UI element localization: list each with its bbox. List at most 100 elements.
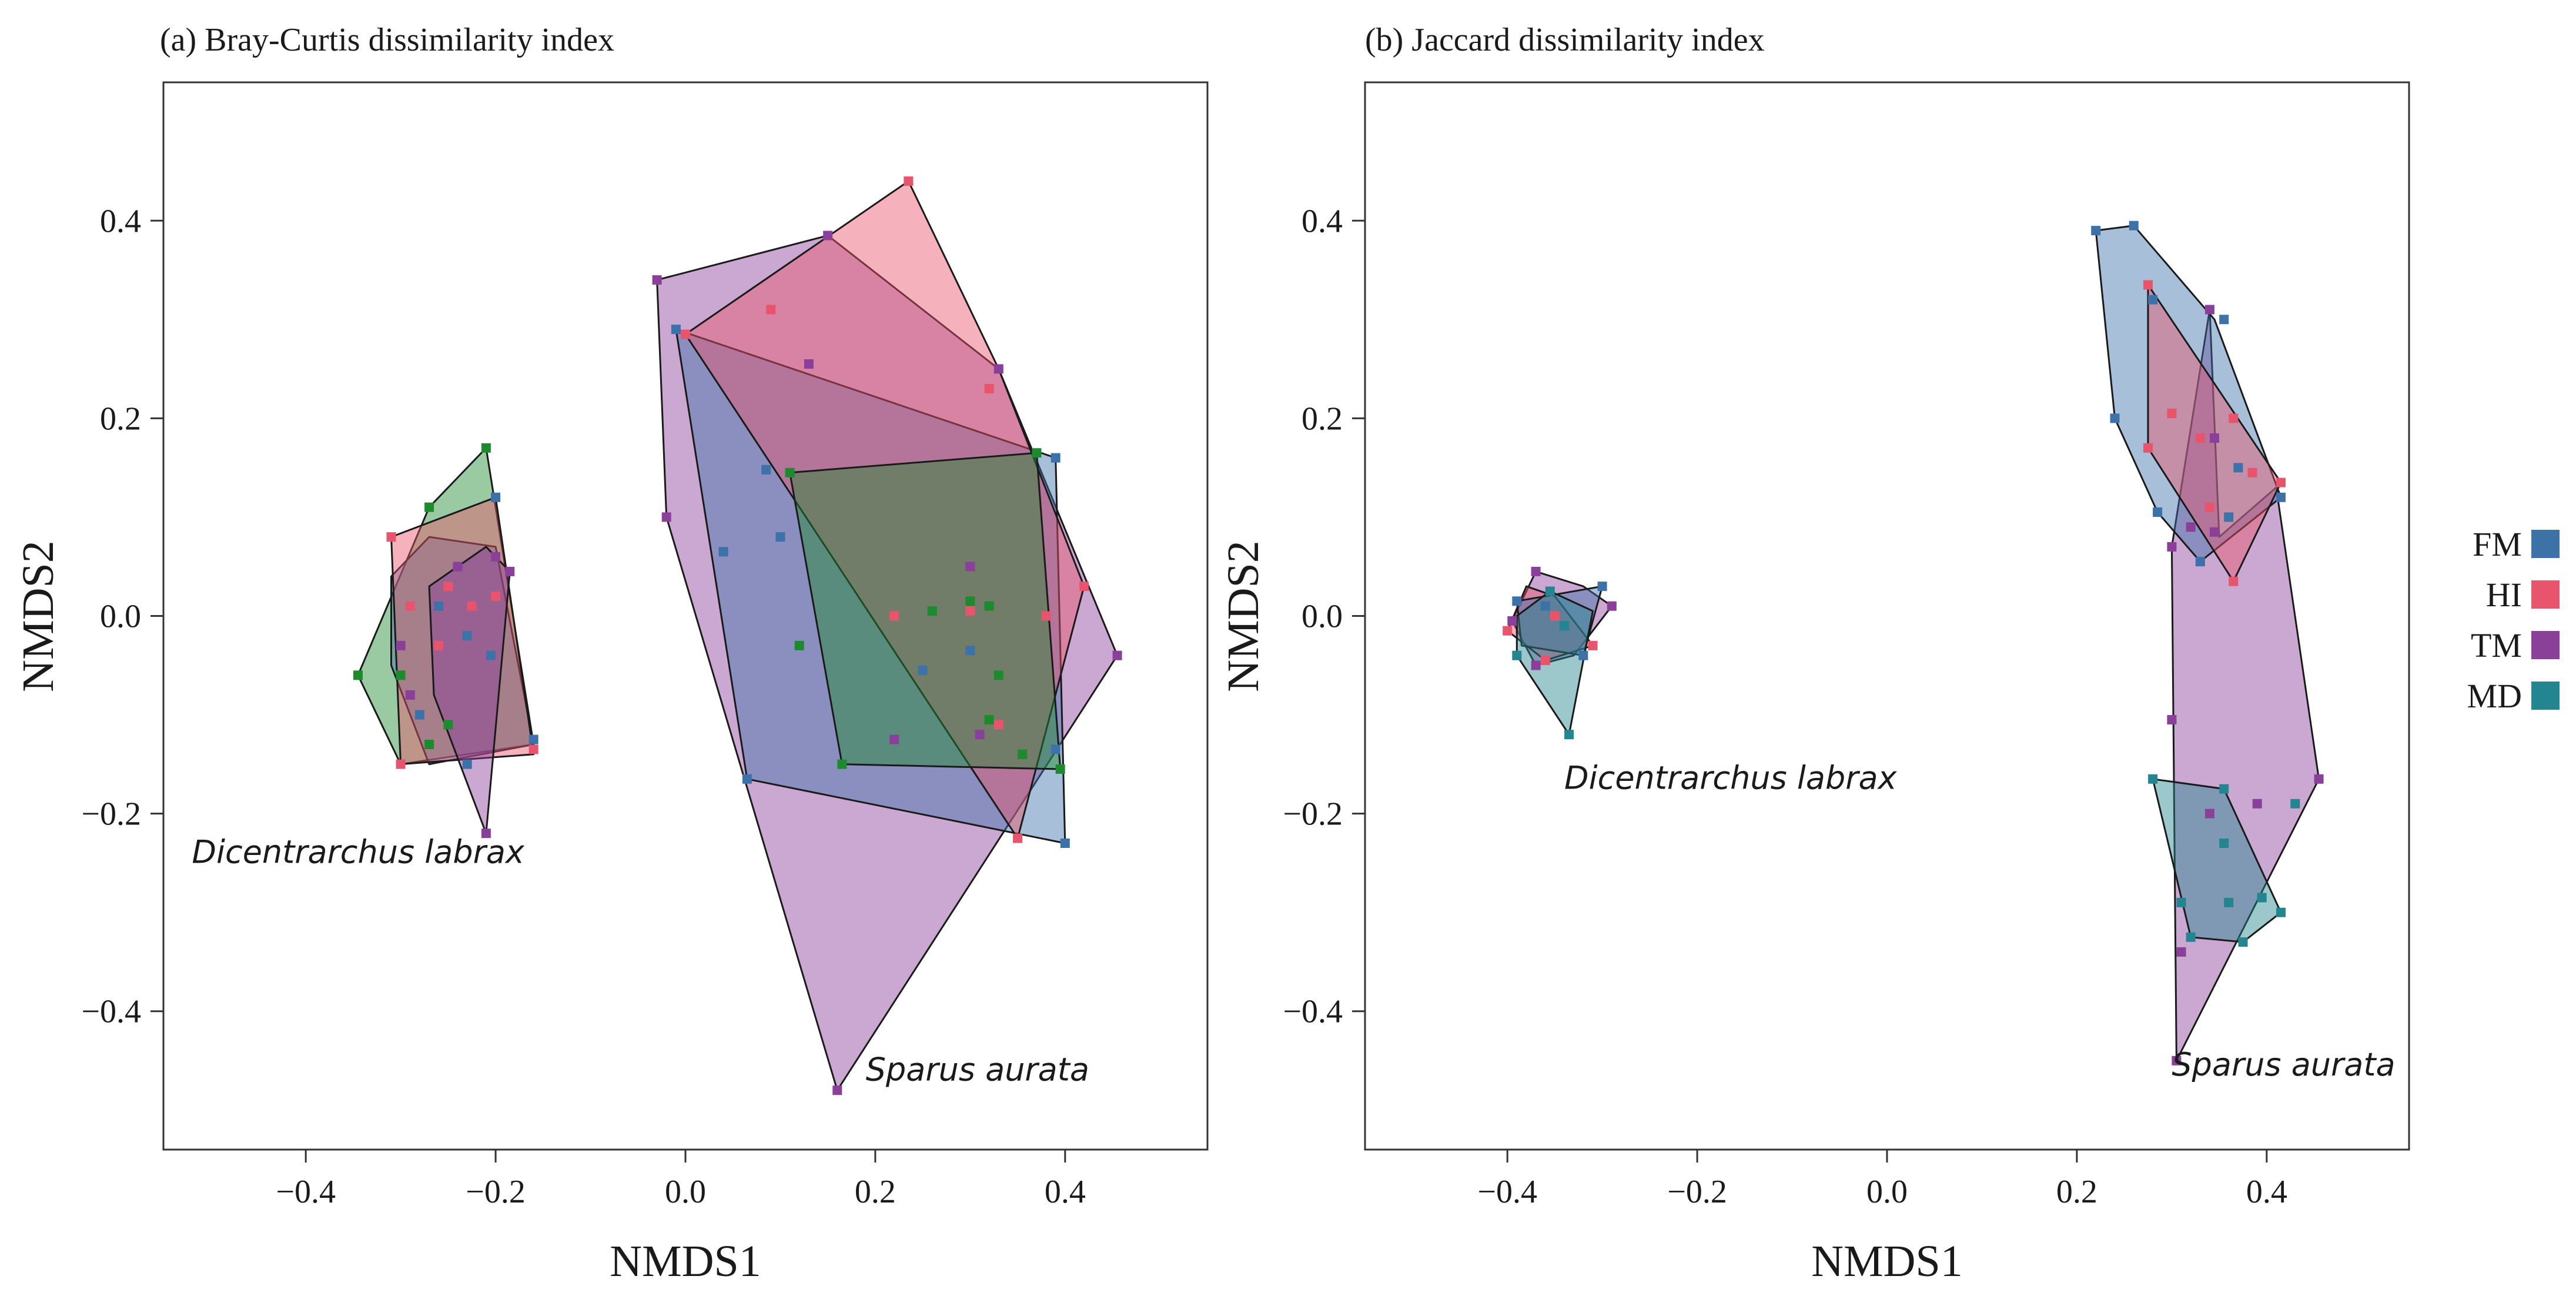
- hull-md: [1516, 590, 1594, 736]
- data-point-tm: [832, 1085, 842, 1095]
- data-point-hi: [2276, 477, 2286, 487]
- data-point-fm: [414, 710, 424, 720]
- data-point-md: [1032, 448, 1042, 458]
- data-point-tm: [1607, 601, 1617, 611]
- data-point-md: [353, 670, 363, 680]
- data-point-tm: [652, 275, 662, 285]
- data-point-hi: [386, 532, 396, 542]
- data-point-fm: [2091, 226, 2101, 236]
- data-point-hi: [434, 640, 444, 650]
- data-point-hi: [2204, 502, 2214, 512]
- legend-label-md: MD: [2467, 677, 2522, 715]
- data-point-fm: [2148, 295, 2158, 305]
- data-point-md: [837, 759, 847, 769]
- data-point-fm: [1540, 601, 1550, 611]
- data-point-md: [424, 740, 434, 749]
- legend-label-fm: FM: [2473, 525, 2522, 563]
- data-point-fm: [718, 547, 728, 557]
- point-layer: [353, 176, 1122, 1095]
- data-point-tm: [396, 640, 406, 650]
- species-label: Sparus aurata: [2172, 1046, 2395, 1083]
- data-point-hi: [1503, 626, 1513, 636]
- data-point-hi: [1588, 640, 1598, 650]
- data-point-tm: [405, 690, 415, 700]
- data-point-md: [1055, 764, 1065, 774]
- data-point-md: [1512, 650, 1522, 660]
- data-point-md: [424, 502, 434, 512]
- x-tick-label: −0.4: [1477, 1174, 1537, 1210]
- data-point-fm: [434, 601, 444, 611]
- data-point-tm: [975, 730, 985, 740]
- data-point-hi: [405, 601, 415, 611]
- y-tick-label: 0.2: [1302, 400, 1343, 437]
- x-tick-label: −0.4: [276, 1174, 336, 1210]
- data-point-md: [965, 596, 975, 606]
- data-point-md: [2186, 932, 2196, 942]
- data-point-hi: [1013, 833, 1023, 843]
- legend-swatch-tm: [2531, 631, 2560, 659]
- data-point-tm: [2172, 1055, 2182, 1065]
- data-point-fm: [742, 774, 752, 784]
- data-point-fm: [1578, 650, 1588, 660]
- data-point-hi: [467, 601, 477, 611]
- data-point-fm: [2276, 492, 2286, 502]
- data-point-fm: [671, 325, 681, 335]
- data-point-fm: [2233, 463, 2243, 473]
- data-point-hi: [1079, 582, 1089, 592]
- x-axis: −0.4 −0.2 0.0 0.2 0.4: [1477, 1150, 2287, 1210]
- legend-swatch-hi: [2531, 580, 2560, 609]
- y-axis-title: NMDS2: [1219, 540, 1268, 692]
- y-axis: −0.4 −0.2 0.0 0.2 0.4: [1283, 203, 1365, 1030]
- y-tick-label: −0.4: [1283, 994, 1343, 1030]
- data-point-fm: [1512, 596, 1522, 606]
- data-point-md: [2219, 784, 2229, 794]
- data-point-md: [927, 606, 937, 616]
- data-point-fm: [1060, 839, 1070, 848]
- y-axis: −0.4 −0.2 0.0 0.2 0.4: [81, 203, 163, 1030]
- data-point-fm: [491, 492, 501, 502]
- data-point-tm: [2314, 774, 2324, 784]
- y-tick-label: 0.4: [100, 203, 141, 239]
- data-point-tm: [1112, 650, 1122, 660]
- hull-layer: [1506, 225, 2320, 1062]
- x-tick-label: 0.4: [2246, 1174, 2287, 1210]
- x-tick-label: −0.2: [466, 1174, 526, 1210]
- x-tick-label: 0.2: [2056, 1174, 2097, 1210]
- data-point-hi: [443, 582, 453, 592]
- data-point-md: [794, 640, 804, 650]
- data-point-md: [2290, 799, 2300, 809]
- data-point-hi: [396, 759, 406, 769]
- data-point-tm: [1531, 660, 1541, 670]
- data-point-md: [2219, 839, 2229, 848]
- x-tick-label: 0.2: [855, 1174, 896, 1210]
- data-point-tm: [1531, 566, 1541, 576]
- data-point-hi: [681, 329, 690, 339]
- data-point-md: [2238, 937, 2248, 947]
- panel-a-title: (a) Bray-Curtis dissimilarity index: [160, 22, 614, 58]
- data-point-fm: [1597, 582, 1607, 592]
- data-point-tm: [1507, 616, 1517, 626]
- legend-swatch-md: [2531, 682, 2560, 710]
- data-point-hi: [2143, 443, 2153, 453]
- data-point-fm: [2195, 557, 2205, 567]
- data-point-md: [2224, 897, 2234, 907]
- data-point-fm: [761, 465, 771, 475]
- data-point-hi: [1550, 611, 1560, 621]
- annotation-layer: Dicentrarchus labrax Sparus aurata: [1564, 760, 2396, 1083]
- legend-swatch-fm: [2531, 530, 2560, 558]
- x-tick-label: −0.2: [1667, 1174, 1727, 1210]
- legend-label-tm: TM: [2471, 626, 2522, 664]
- data-point-md: [443, 720, 453, 730]
- data-point-tm: [804, 359, 814, 369]
- species-label: Sparus aurata: [866, 1051, 1089, 1088]
- data-point-md: [984, 601, 994, 611]
- data-point-hi: [904, 176, 914, 186]
- legend-label-hi: HI: [2486, 576, 2522, 614]
- data-point-fm: [2129, 221, 2139, 231]
- data-point-hi: [1540, 656, 1550, 666]
- x-tick-label: 0.0: [665, 1174, 706, 1210]
- data-point-md: [2176, 897, 2186, 907]
- data-point-tm: [505, 566, 515, 576]
- species-label: Dicentrarchus labrax: [1564, 760, 1897, 797]
